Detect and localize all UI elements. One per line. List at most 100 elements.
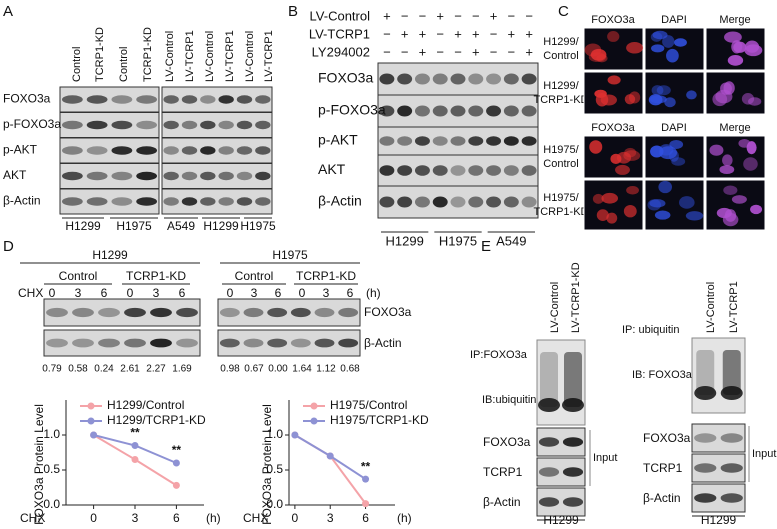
treatment: LV-TCRP1 xyxy=(309,26,370,41)
time-label: 3 xyxy=(323,286,330,300)
band xyxy=(290,338,311,348)
band xyxy=(150,338,172,348)
sign: + xyxy=(436,8,444,23)
smear xyxy=(722,350,741,395)
band xyxy=(468,136,484,146)
band xyxy=(562,497,584,507)
row-label: H1975/ xyxy=(543,144,579,156)
band xyxy=(397,196,413,208)
band xyxy=(136,171,158,181)
band xyxy=(414,136,430,146)
y-tick-label: 0.5 xyxy=(43,462,60,476)
band xyxy=(236,171,253,181)
cell xyxy=(651,44,665,53)
cell xyxy=(666,48,679,63)
band xyxy=(538,398,560,412)
band xyxy=(521,196,537,208)
time-unit: (h) xyxy=(366,286,381,300)
y-axis-label: FOXO3a Protein Level xyxy=(260,404,274,525)
cell-line: H1975 xyxy=(240,219,276,233)
time-label: 3 xyxy=(153,286,160,300)
sign: − xyxy=(401,8,409,23)
band xyxy=(98,307,120,318)
band xyxy=(124,307,146,318)
cell-line: H1975 xyxy=(116,219,152,233)
cell xyxy=(719,165,735,174)
cell xyxy=(664,97,676,108)
lane-label: LV-Control xyxy=(705,282,717,333)
cell xyxy=(615,164,630,175)
legend-marker xyxy=(310,402,318,410)
band xyxy=(397,105,413,117)
band xyxy=(432,165,448,176)
lane-label: Control xyxy=(118,47,130,82)
x-axis-label: CHX xyxy=(20,511,45,525)
x-tick-label: 6 xyxy=(362,511,369,525)
treatment: LY294002 xyxy=(312,44,370,59)
panel-label: C xyxy=(558,3,569,20)
band xyxy=(163,120,179,130)
cell xyxy=(650,95,667,104)
panel-label: E xyxy=(481,238,491,255)
row-label: FOXO3a xyxy=(643,431,691,445)
quantification: 0.00 xyxy=(268,364,288,375)
channel-label: Merge xyxy=(719,122,750,134)
row-label: AKT xyxy=(318,161,346,177)
band xyxy=(397,73,413,85)
lane-label: LV-Control xyxy=(164,31,176,82)
quantification: 2.61 xyxy=(120,364,140,375)
cell xyxy=(616,151,632,164)
band xyxy=(111,120,133,130)
band xyxy=(450,165,466,176)
cell xyxy=(649,199,666,208)
row-label: FOXO3a xyxy=(483,435,531,449)
band xyxy=(414,73,430,85)
smear xyxy=(696,350,715,395)
cell xyxy=(669,140,684,149)
sign: + xyxy=(490,8,498,23)
panel-label: B xyxy=(288,3,298,20)
band xyxy=(562,398,584,412)
cell xyxy=(607,75,621,85)
sign: − xyxy=(508,44,516,59)
band xyxy=(503,196,519,208)
cell xyxy=(686,90,697,100)
time-label: 6 xyxy=(179,286,186,300)
cell-line: H1299 xyxy=(65,219,101,233)
lane-label: LV-TCRP1-KD xyxy=(570,262,582,333)
x-tick-label: 0 xyxy=(90,511,97,525)
band xyxy=(124,338,146,348)
sign: + xyxy=(525,44,533,59)
band xyxy=(98,338,120,348)
cell xyxy=(656,85,671,96)
significance: ** xyxy=(361,459,371,473)
cell xyxy=(750,204,763,215)
row-label: β-Actin xyxy=(643,491,681,505)
micrograph xyxy=(705,135,766,179)
cell xyxy=(685,211,704,221)
data-point xyxy=(131,456,139,463)
cell xyxy=(741,93,755,105)
cell xyxy=(731,195,747,204)
band xyxy=(46,307,68,318)
lane-label: TCRP1-KD xyxy=(94,27,106,82)
cell-line: H1299 xyxy=(701,513,737,527)
cell xyxy=(650,32,663,42)
data-point xyxy=(362,475,370,483)
cell-line: A549 xyxy=(167,219,195,233)
ip-label: IP: ubiquitin xyxy=(622,324,679,336)
cell xyxy=(727,55,744,66)
band xyxy=(236,197,253,206)
band xyxy=(486,105,502,117)
micrograph xyxy=(705,71,766,115)
band xyxy=(450,73,466,85)
band-label: β-Actin xyxy=(364,336,402,350)
time-label: 6 xyxy=(275,286,282,300)
lane-label: LV-TCRP1 xyxy=(224,30,236,82)
x-axis-label: CHX xyxy=(243,511,268,525)
band xyxy=(200,171,216,181)
row-label: p-AKT xyxy=(318,132,358,148)
sign: − xyxy=(436,26,444,41)
cell-line: H1299 xyxy=(92,248,128,262)
band xyxy=(720,433,743,443)
